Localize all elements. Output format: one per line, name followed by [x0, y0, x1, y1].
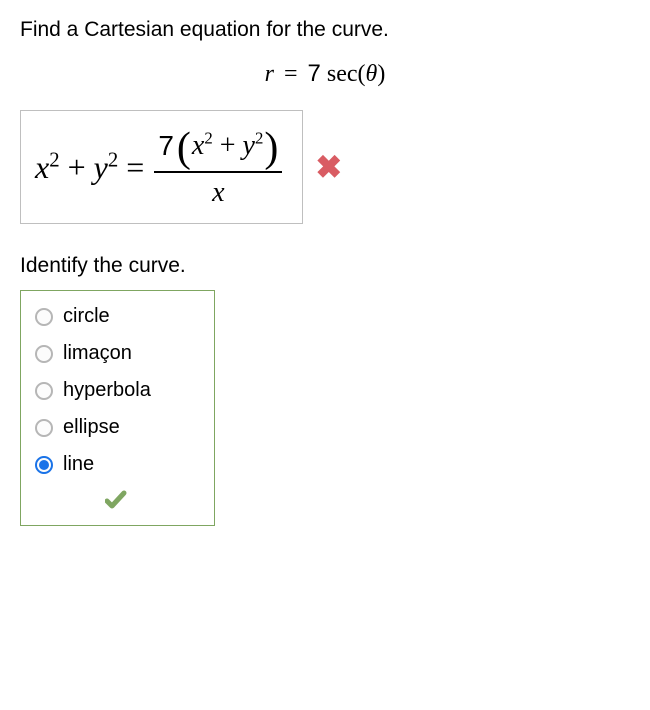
given-coef: 7 — [308, 60, 321, 87]
lhs-y-pow: 2 — [108, 148, 118, 171]
radio-icon[interactable] — [35, 345, 53, 363]
option-line[interactable]: line — [35, 453, 196, 476]
student-answer-box[interactable]: x2 + y2 = 7(x2 + y2) x — [20, 110, 303, 224]
answer-eq: = — [126, 149, 144, 186]
lhs-plus: + — [60, 149, 94, 185]
numer-coef: 7 — [158, 130, 174, 162]
option-label: ellipse — [63, 416, 120, 439]
numer-inner: x2 + y2 — [192, 130, 263, 162]
option-circle[interactable]: circle — [35, 305, 196, 328]
radio-icon[interactable] — [35, 456, 53, 474]
radio-icon[interactable] — [35, 382, 53, 400]
numer-close: ) — [264, 127, 278, 169]
option-limacon[interactable]: limaçon — [35, 342, 196, 365]
correct-check-icon — [105, 490, 127, 515]
option-label: hyperbola — [63, 379, 151, 402]
option-label: line — [63, 453, 94, 476]
incorrect-icon: ✖ — [315, 148, 342, 186]
given-close: ) — [377, 61, 385, 87]
answer-row: x2 + y2 = 7(x2 + y2) x ✖ — [20, 110, 630, 224]
given-eq: = — [284, 61, 298, 87]
question-prompt: Find a Cartesian equation for the curve. — [20, 18, 630, 42]
lhs-x: x — [35, 149, 49, 185]
numer-x: x — [192, 130, 204, 161]
given-lhs: r — [265, 61, 274, 87]
option-ellipse[interactable]: ellipse — [35, 416, 196, 439]
option-label: limaçon — [63, 342, 132, 365]
fraction-denom: x — [212, 173, 224, 209]
identify-prompt: Identify the curve. — [20, 254, 630, 278]
radio-icon[interactable] — [35, 308, 53, 326]
radio-icon[interactable] — [35, 419, 53, 437]
option-label: circle — [63, 305, 110, 328]
given-arg: θ — [366, 61, 378, 87]
given-func: sec( — [327, 61, 366, 87]
lhs-y: y — [94, 149, 108, 185]
answer-fraction: 7(x2 + y2) x — [154, 125, 282, 209]
option-hyperbola[interactable]: hyperbola — [35, 379, 196, 402]
answer-lhs: x2 + y2 — [35, 149, 118, 186]
numer-xp: 2 — [204, 129, 212, 148]
numer-yp: 2 — [255, 129, 263, 148]
numer-open: ( — [177, 127, 191, 169]
lhs-x-pow: 2 — [49, 148, 59, 171]
fraction-numer: 7(x2 + y2) — [154, 125, 282, 173]
numer-y: y — [243, 130, 255, 161]
numer-plus: + — [213, 130, 243, 161]
given-equation: r = 7 sec(θ) — [20, 60, 630, 88]
correct-row — [35, 490, 196, 515]
options-group: circle limaçon hyperbola ellipse line — [20, 290, 215, 526]
